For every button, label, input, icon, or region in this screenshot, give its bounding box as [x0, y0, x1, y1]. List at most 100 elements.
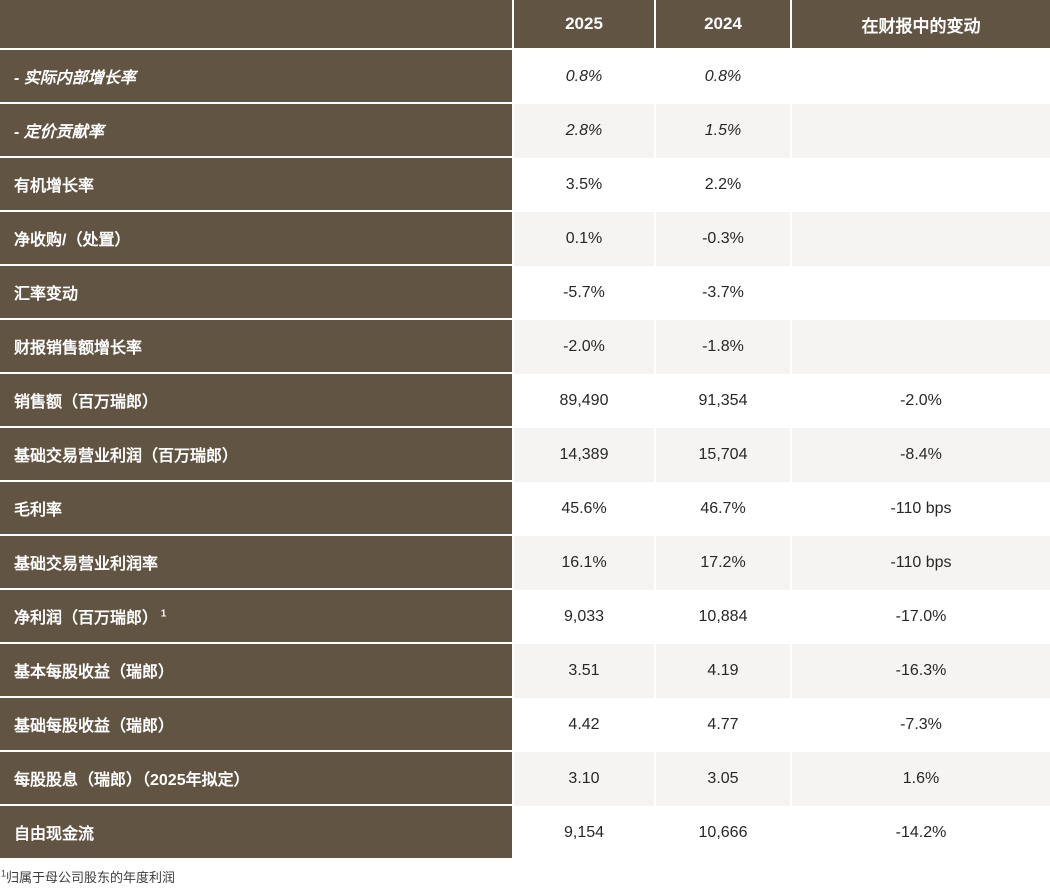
row-label-cell: 自由现金流 — [0, 806, 514, 860]
value-change: -17.0% — [792, 590, 1050, 644]
row-label: - 实际内部增长率 — [14, 70, 136, 87]
table-row: 销售额（百万瑞郎） 89,490 91,354 -2.0% — [0, 374, 1050, 428]
value-2024: 4.77 — [656, 698, 792, 752]
header-label-cell — [0, 0, 514, 50]
row-label: 汇率变动 — [14, 286, 79, 303]
value-change: 1.6% — [792, 752, 1050, 806]
value-2025: 14,389 — [514, 428, 656, 482]
value-2025: 9,154 — [514, 806, 656, 860]
row-label-cell: 毛利率 — [0, 482, 514, 536]
row-label: 净利润（百万瑞郎） — [14, 610, 159, 627]
value-2024: 46.7% — [656, 482, 792, 536]
value-change — [792, 266, 1050, 320]
value-change: -110 bps — [792, 536, 1050, 590]
value-2024: 10,666 — [656, 806, 792, 860]
value-2024: 17.2% — [656, 536, 792, 590]
financial-results-table: 2025 2024 在财报中的变动 - 实际内部增长率 0.8% 0.8% - … — [0, 0, 1050, 860]
row-label-cell: 净利润（百万瑞郎） 1 — [0, 590, 514, 644]
table-row: 基础交易营业利润（百万瑞郎） 14,389 15,704 -8.4% — [0, 428, 1050, 482]
table-row: 基本每股收益（瑞郎） 3.51 4.19 -16.3% — [0, 644, 1050, 698]
value-2025: 3.10 — [514, 752, 656, 806]
row-label-cell: 净收购/（处置） — [0, 212, 514, 266]
value-2024: -0.3% — [656, 212, 792, 266]
value-change: -14.2% — [792, 806, 1050, 860]
value-2024: -1.8% — [656, 320, 792, 374]
footnote-text: 归属于母公司股东的年度利润 — [6, 870, 176, 885]
value-2025: 0.1% — [514, 212, 656, 266]
value-2024: 10,884 — [656, 590, 792, 644]
table-row: 有机增长率 3.5% 2.2% — [0, 158, 1050, 212]
value-2025: 9,033 — [514, 590, 656, 644]
table-row: 净收购/（处置） 0.1% -0.3% — [0, 212, 1050, 266]
table-row: - 定价贡献率 2.8% 1.5% — [0, 104, 1050, 158]
row-label-cell: - 定价贡献率 — [0, 104, 514, 158]
row-label: - 定价贡献率 — [14, 124, 104, 141]
row-label-cell: 基础每股收益（瑞郎） — [0, 698, 514, 752]
value-change: -7.3% — [792, 698, 1050, 752]
row-label-cell: 有机增长率 — [0, 158, 514, 212]
value-2025: 4.42 — [514, 698, 656, 752]
value-change: -110 bps — [792, 482, 1050, 536]
header-2025: 2025 — [514, 0, 656, 50]
header-row: 2025 2024 在财报中的变动 — [0, 0, 1050, 50]
value-change: -16.3% — [792, 644, 1050, 698]
row-label-cell: 基本每股收益（瑞郎） — [0, 644, 514, 698]
row-label-cell: 基础交易营业利润（百万瑞郎） — [0, 428, 514, 482]
row-label: 基础交易营业利润率 — [14, 556, 159, 573]
value-2024: 4.19 — [656, 644, 792, 698]
value-2024: 0.8% — [656, 50, 792, 104]
label-superscript: 1 — [158, 608, 167, 620]
row-label: 基础每股收益（瑞郎） — [14, 718, 175, 735]
table-row: 每股股息（瑞郎）（2025年拟定） 3.10 3.05 1.6% — [0, 752, 1050, 806]
value-2024: 3.05 — [656, 752, 792, 806]
table-row: - 实际内部增长率 0.8% 0.8% — [0, 50, 1050, 104]
value-change: -2.0% — [792, 374, 1050, 428]
row-label-cell: 销售额（百万瑞郎） — [0, 374, 514, 428]
value-2024: 15,704 — [656, 428, 792, 482]
table-row: 净利润（百万瑞郎） 1 9,033 10,884 -17.0% — [0, 590, 1050, 644]
row-label: 基础交易营业利润（百万瑞郎） — [14, 448, 239, 465]
value-change: -8.4% — [792, 428, 1050, 482]
value-2024: -3.7% — [656, 266, 792, 320]
value-change — [792, 320, 1050, 374]
table-row: 基础交易营业利润率 16.1% 17.2% -110 bps — [0, 536, 1050, 590]
value-change — [792, 104, 1050, 158]
value-2024: 1.5% — [656, 104, 792, 158]
row-label: 每股股息（瑞郎）（2025年拟定） — [14, 772, 250, 789]
row-label-cell: 基础交易营业利润率 — [0, 536, 514, 590]
row-label-cell: - 实际内部增长率 — [0, 50, 514, 104]
value-2024: 91,354 — [656, 374, 792, 428]
value-2025: 3.51 — [514, 644, 656, 698]
header-2024: 2024 — [656, 0, 792, 50]
row-label-cell: 财报销售额增长率 — [0, 320, 514, 374]
value-2025: -2.0% — [514, 320, 656, 374]
header-reported-change: 在财报中的变动 — [792, 0, 1050, 50]
table-row: 财报销售额增长率 -2.0% -1.8% — [0, 320, 1050, 374]
table-row: 汇率变动 -5.7% -3.7% — [0, 266, 1050, 320]
value-2025: 2.8% — [514, 104, 656, 158]
value-change — [792, 158, 1050, 212]
value-2025: -5.7% — [514, 266, 656, 320]
value-change — [792, 212, 1050, 266]
row-label: 自由现金流 — [14, 826, 95, 843]
value-2024: 2.2% — [656, 158, 792, 212]
row-label: 基本每股收益（瑞郎） — [14, 664, 175, 681]
table-row: 基础每股收益（瑞郎） 4.42 4.77 -7.3% — [0, 698, 1050, 752]
value-change — [792, 50, 1050, 104]
value-2025: 45.6% — [514, 482, 656, 536]
table-row: 毛利率 45.6% 46.7% -110 bps — [0, 482, 1050, 536]
row-label: 毛利率 — [14, 502, 63, 519]
footnote: 1归属于母公司股东的年度利润 — [0, 860, 1050, 886]
table-row: 自由现金流 9,154 10,666 -14.2% — [0, 806, 1050, 860]
row-label: 有机增长率 — [14, 178, 95, 195]
row-label: 财报销售额增长率 — [14, 340, 143, 357]
value-2025: 16.1% — [514, 536, 656, 590]
value-2025: 89,490 — [514, 374, 656, 428]
footnote-superscript: 1 — [1, 868, 7, 879]
value-2025: 0.8% — [514, 50, 656, 104]
row-label-cell: 每股股息（瑞郎）（2025年拟定） — [0, 752, 514, 806]
row-label-cell: 汇率变动 — [0, 266, 514, 320]
row-label: 净收购/（处置） — [14, 232, 131, 249]
value-2025: 3.5% — [514, 158, 656, 212]
